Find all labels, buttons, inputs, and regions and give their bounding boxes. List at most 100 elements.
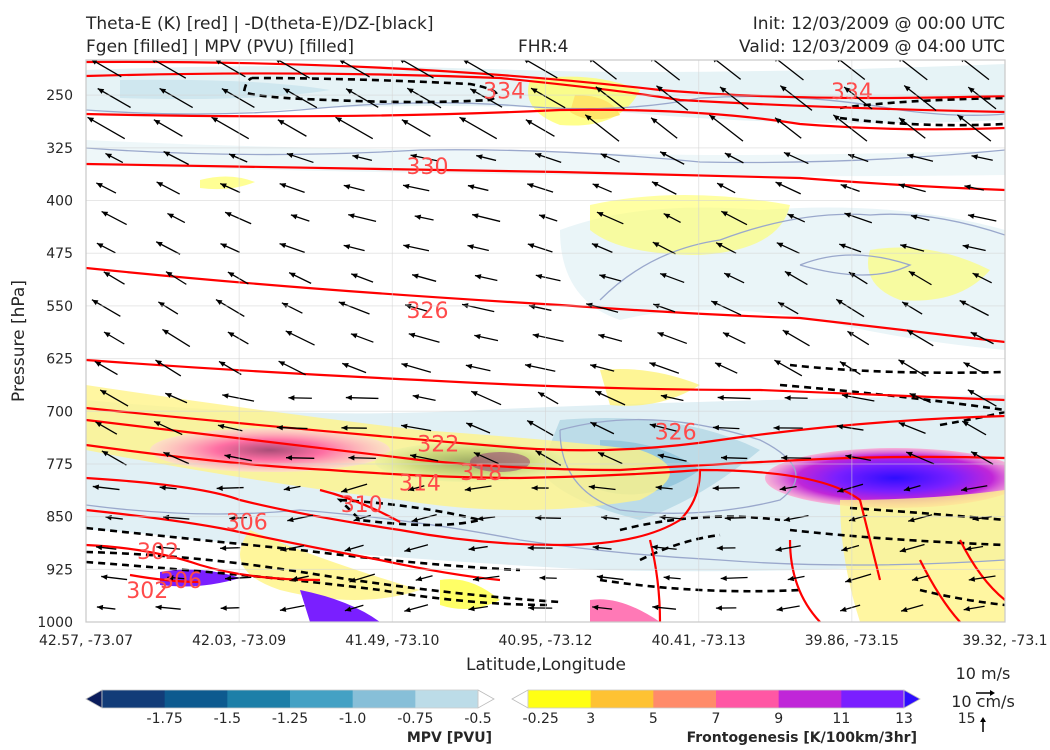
wind-vector: [283, 87, 318, 109]
fgen-fill: [590, 599, 660, 622]
wind-vector: [832, 114, 868, 142]
colorbar-extend-left: [85, 689, 103, 709]
wind-vector-head: [775, 546, 782, 552]
wind-vector-head: [963, 606, 971, 612]
wind-vector-head: [903, 486, 911, 492]
wind-vector-head: [844, 87, 851, 93]
wind-vector-head: [95, 544, 103, 551]
wind-vector-head: [848, 153, 855, 160]
wind-vector-head: [335, 117, 343, 123]
wind-vector-head: [781, 455, 788, 461]
wind-vector-head: [404, 607, 411, 613]
wind-vector: [779, 85, 813, 111]
wind-vector-head: [97, 88, 105, 94]
wind-vector-head: [474, 334, 481, 340]
fgen-fill: [200, 176, 255, 190]
wind-vector-head: [660, 151, 667, 157]
x-tick-label: 42.03, -73.09: [192, 633, 286, 649]
wind-vector-head: [968, 576, 976, 582]
colorbar-tick-label: -0.25: [523, 711, 559, 727]
wind-vector-head: [657, 453, 665, 459]
wind-vector-head: [720, 575, 727, 581]
wind-vector-head: [101, 450, 109, 457]
wind-vector-head: [899, 547, 907, 553]
wind-vector-head: [348, 455, 355, 461]
wind-vector-head: [715, 362, 722, 368]
wind-vector-head: [663, 575, 670, 581]
theta-e-contours: [86, 60, 1005, 622]
fgen-fill: [300, 590, 380, 622]
wind-vector-head: [709, 114, 716, 121]
wind-vector-head: [657, 332, 665, 338]
wind-vector: [159, 87, 194, 109]
wind-vector-head: [91, 299, 99, 306]
wind-vector-head: [961, 486, 968, 492]
wind-vector-head: [277, 119, 285, 126]
wind-vector-head: [410, 153, 417, 160]
wind-vector-head: [528, 304, 536, 310]
wind-vector-head: [968, 87, 975, 93]
colorbar-tick-label: 13: [895, 711, 913, 727]
wind-vector-head: [339, 60, 346, 65]
frontogenesis-colorbar-label: Frontogenesis [K/100km/3hr]: [687, 730, 917, 746]
wind-vector-head: [167, 213, 174, 219]
wind-vector-head: [224, 575, 232, 582]
wind-vector-head: [474, 274, 482, 280]
wind-vector-head: [778, 302, 785, 308]
wind-vector-head: [165, 393, 172, 399]
wind-vector-head: [532, 333, 540, 339]
colorbar-tick-label: 7: [712, 711, 721, 727]
init-time: Init: 12/03/2009 @ 00:00 UTC: [752, 14, 1005, 34]
wind-vector-head: [527, 243, 535, 249]
wind-vector-head: [341, 425, 348, 431]
x-tick-labels: 42.57, -73.07 42.03, -73.09 41.49, -73.10 4…: [39, 633, 1048, 649]
wind-vector-head: [787, 214, 795, 220]
wind-vector-head: [837, 487, 844, 493]
wind-vector-head: [276, 60, 281, 64]
wind-vector-head: [900, 243, 907, 249]
wind-vector-head: [96, 182, 103, 189]
wind-vector-head: [211, 117, 219, 123]
wind-vector-head: [348, 213, 355, 219]
wind-vector-head: [467, 184, 475, 190]
frontogenesis-colorbar: 3 5 7 9 11 13 15: [511, 689, 976, 727]
wind-vector-head: [159, 485, 166, 491]
wind-vector-head: [407, 486, 415, 492]
wind-vector-head: [463, 60, 469, 65]
colorbar-frame: [101, 689, 479, 709]
wind-vector-head: [103, 271, 111, 278]
wind-vector-head: [845, 577, 852, 583]
x-tick-label: 42.57, -73.07: [39, 633, 133, 649]
y-axis-label: Pressure [hPa]: [9, 280, 29, 402]
wind-vector-head: [285, 455, 293, 461]
wind-vector: [459, 116, 498, 140]
wind-vector-head: [910, 214, 918, 220]
wind-vector-head: [839, 243, 846, 249]
colorbar-tick-label: 5: [649, 711, 658, 727]
wind-vector-head: [721, 211, 728, 217]
y-tick-label: 700: [46, 404, 73, 420]
wind-vector-head: [590, 422, 597, 428]
wind-vector-head: [95, 421, 102, 428]
wind-vector-head: [156, 544, 163, 551]
theta-e-label: 318: [460, 461, 502, 486]
x-tick-label: 39.32, -73.1: [962, 633, 1047, 649]
wind-vector-head: [163, 452, 170, 458]
wind-vector-head: [415, 576, 423, 582]
colorbar-segment: [415, 690, 479, 708]
theta-e-label: 310: [341, 493, 383, 518]
colorbar-segment: [352, 690, 416, 708]
wind-vector-head: [907, 153, 914, 159]
mpv-colorbar-label: MPV [PVU]: [407, 730, 492, 746]
colorbar-tick-label: -1.5: [214, 711, 241, 727]
colorbar-extend-left: [511, 689, 529, 709]
wind-vector-head: [154, 421, 161, 427]
wind-vector-head: [341, 487, 348, 493]
wind-vector-head: [967, 389, 975, 396]
y-tick-label: 250: [46, 88, 73, 104]
wind-vector-head: [592, 604, 599, 611]
wind-vector-head: [908, 271, 916, 277]
wind-vector-head: [525, 119, 533, 126]
wind-vector-head: [352, 154, 359, 160]
